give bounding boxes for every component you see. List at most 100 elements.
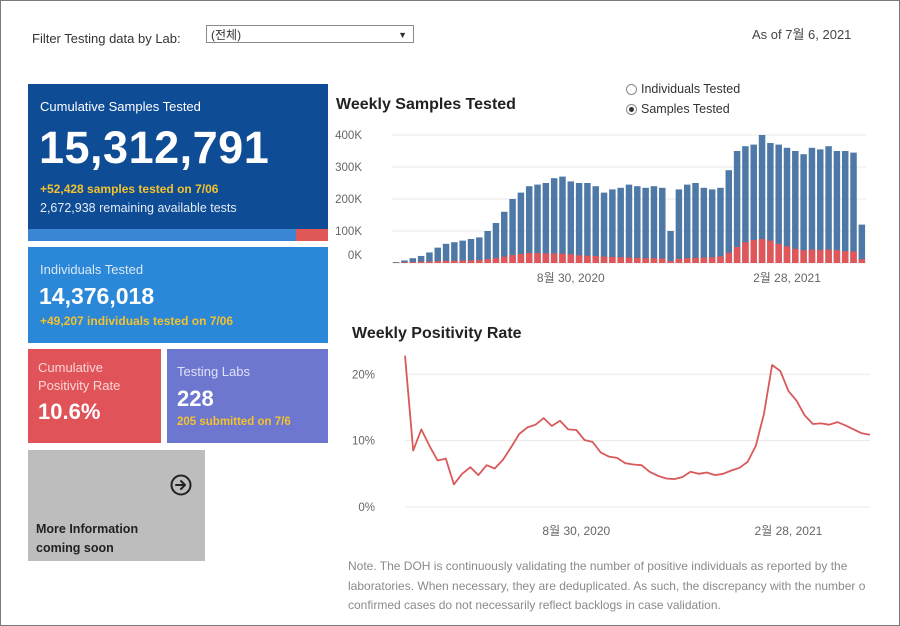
bar-positive: [501, 256, 508, 263]
bar-tested: [609, 189, 616, 263]
bar-tested: [442, 243, 450, 263]
bar-positive: [841, 251, 849, 263]
arrow-right-circle-icon[interactable]: [170, 474, 192, 496]
note-text: Note. The DOH is continuously validating…: [348, 557, 880, 616]
bar-tested: [742, 146, 749, 263]
bar-positive: [692, 257, 699, 263]
bar-positive: [708, 257, 716, 263]
bar-tested: [659, 187, 666, 263]
bar-positive: [725, 252, 733, 263]
bar-positive: [667, 261, 674, 263]
bar-positive: [567, 254, 575, 263]
testing-labs-value: 228: [177, 386, 214, 411]
y-tick-label: 10%: [352, 436, 375, 448]
as-of-date: As of 7월 6, 2021: [752, 27, 852, 42]
bar-positive: [417, 261, 425, 263]
bar-tested: [808, 147, 816, 263]
bar-tested: [459, 240, 466, 263]
bar-positive: [600, 256, 608, 263]
x-tick-label: 2월 28, 2021: [753, 271, 821, 285]
bar-positive: [609, 256, 616, 263]
bar-positive: [808, 249, 816, 263]
card-title: Cumulative Positivity Rate: [38, 359, 120, 395]
bar-tested: [592, 186, 599, 263]
bar-tested: [700, 187, 708, 263]
weekly-samples-title: Weekly Samples Tested: [336, 96, 516, 113]
radio-individuals[interactable]: Individuals Tested: [626, 82, 740, 96]
positivity-line: [404, 355, 871, 486]
bar-tested: [708, 189, 716, 263]
bar-tested: [775, 144, 782, 263]
bar-positive: [775, 243, 782, 263]
bar-tested: [617, 187, 624, 263]
weekly-positivity-title: Weekly Positivity Rate: [352, 325, 522, 342]
weekly-positivity-chart: 0% 10% 20% 8월 30, 2020 2월 28, 2021: [352, 355, 871, 538]
y-tick-label: 400K: [335, 130, 362, 142]
bar-tested: [783, 147, 791, 263]
bar-tested: [792, 151, 799, 263]
bar-tested: [650, 186, 658, 263]
bar-positive: [850, 251, 857, 263]
bar-tested: [858, 224, 866, 263]
radio-label: Samples Tested: [641, 102, 730, 116]
bar-tested: [767, 143, 774, 263]
bar-tested: [625, 184, 633, 263]
bar-tested: [434, 247, 441, 263]
bar-tested: [509, 199, 516, 263]
positivity-progress-fill: [296, 229, 328, 241]
x-tick-label: 2월 28, 2021: [755, 524, 823, 538]
bar-tested: [476, 237, 483, 263]
bar-positive: [792, 248, 799, 263]
radio-button-selected[interactable]: [626, 104, 637, 115]
x-tick-label: 8월 30, 2020: [537, 271, 605, 285]
bar-positive: [700, 257, 708, 263]
bar-tested: [550, 178, 558, 263]
bar-positive: [442, 260, 450, 263]
y-tick-label: 100K: [335, 226, 362, 238]
radio-samples[interactable]: Samples Tested: [626, 102, 730, 116]
bar-positive: [683, 258, 691, 263]
bar-tested: [401, 260, 408, 263]
bar-positive: [742, 242, 749, 263]
daily-individuals-delta: +49,207 individuals tested on 7/06: [40, 314, 234, 328]
y-tick-label: 0K: [348, 250, 362, 262]
bar-positive: [509, 255, 516, 263]
bar-positive: [617, 257, 624, 263]
bar-tested: [525, 186, 533, 263]
bar-positive: [542, 253, 550, 263]
bar-tested: [417, 255, 425, 263]
bar-positive: [575, 255, 583, 263]
note-line: laboratories. When necessary, they are d…: [348, 578, 866, 593]
note-line: Note. The DOH is continuously validating…: [348, 559, 848, 573]
daily-samples-delta: +52,428 samples tested on 7/06: [40, 182, 219, 196]
bar-tested: [725, 170, 733, 263]
positivity-rate-value: 10.6%: [38, 399, 101, 424]
card-title: Cumulative Samples Tested: [40, 99, 201, 114]
y-tick-label: 20%: [352, 369, 375, 381]
bar-positive: [858, 259, 866, 263]
positivity-progress-bar: [28, 229, 328, 241]
lab-filter-dropdown[interactable]: (전체) ▼: [206, 25, 414, 43]
bar-positive: [467, 260, 475, 263]
bar-positive: [659, 258, 666, 263]
y-tick-label: 0%: [358, 502, 375, 514]
bar-tested: [675, 189, 683, 263]
bar-positive: [459, 260, 466, 263]
bar-positive: [817, 249, 824, 263]
card-title: Testing Labs: [177, 364, 250, 379]
card-title-line2: Positivity Rate: [38, 378, 121, 393]
bar-tested: [833, 151, 841, 263]
positivity-rate-card: Cumulative Positivity Rate 10.6%: [28, 349, 161, 443]
weekly-samples-chart: 0K 100K 200K 300K 400K 8월 30, 2020 2월 28, 2021: [335, 130, 866, 285]
bar-positive: [451, 260, 458, 263]
x-tick-label: 8월 30, 2020: [542, 524, 610, 538]
bar-tested: [850, 152, 857, 263]
bar-tested: [667, 231, 674, 263]
bar-tested: [492, 223, 500, 263]
radio-button[interactable]: [626, 84, 637, 95]
bar-tested: [825, 146, 832, 263]
bar-tested: [634, 186, 641, 263]
more-info-card[interactable]: More Information coming soon: [28, 450, 205, 561]
bar-tested: [517, 192, 525, 263]
note-line: confirmed cases do not necessarily refle…: [348, 598, 721, 612]
